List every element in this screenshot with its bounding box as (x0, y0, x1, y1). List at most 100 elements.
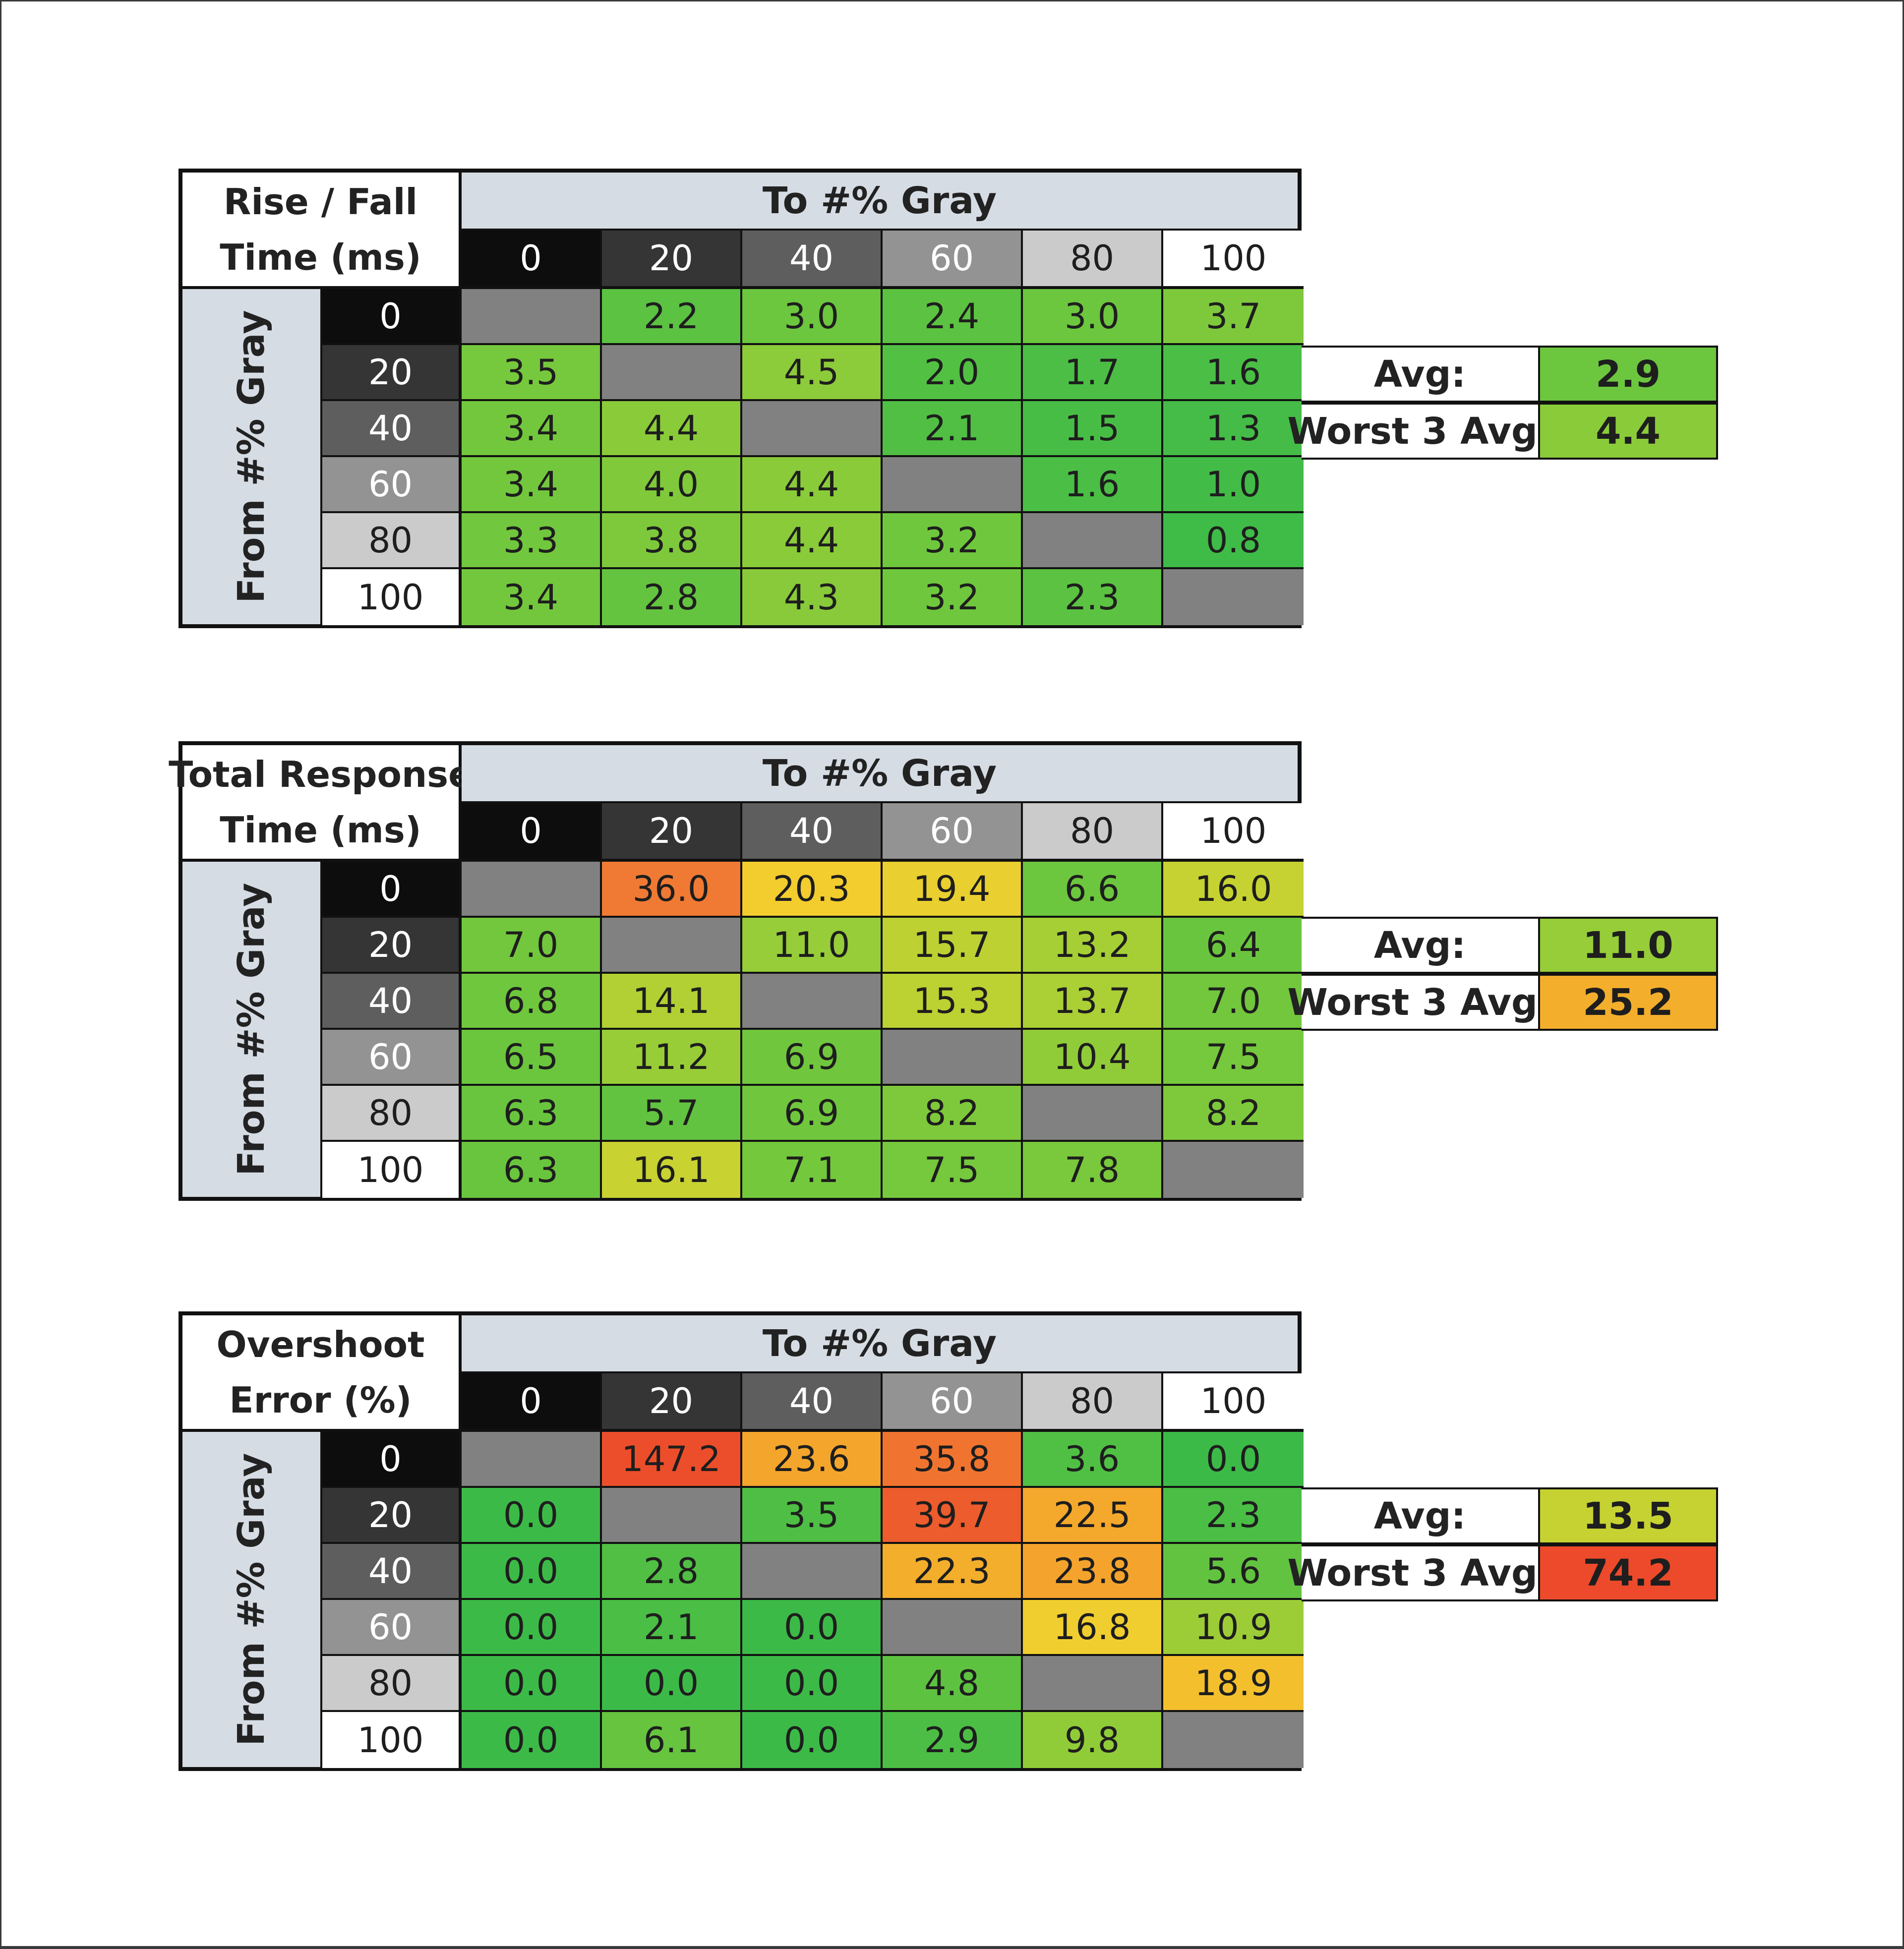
heatmap-cell: 0.0 (742, 1656, 883, 1712)
heatmap-cell: 22.3 (883, 1544, 1023, 1600)
heatmap-cell: 15.7 (883, 918, 1023, 974)
heatmap-cell: 2.2 (602, 289, 742, 345)
heatmap-cell: 0.0 (742, 1600, 883, 1656)
to-level-header: 80 (1023, 803, 1163, 862)
from-level-header: 60 (322, 1030, 462, 1086)
from-level-header: 60 (322, 1600, 462, 1656)
avg-label: Avg: (1302, 346, 1538, 403)
heatmap-cell: 3.4 (462, 457, 602, 513)
heatmap-cell: 0.0 (462, 1600, 602, 1656)
heatmap-cell: 20.3 (742, 862, 883, 918)
diagonal-cell (742, 401, 883, 457)
table-title-line-1: Rise / Fall (223, 180, 418, 223)
to-level-header: 20 (602, 1373, 742, 1432)
heatmap-cell: 6.5 (462, 1030, 602, 1086)
from-level-header: 60 (322, 457, 462, 513)
heatmap-cell: 35.8 (883, 1432, 1023, 1488)
from-level-header: 80 (322, 1086, 462, 1142)
to-level-header: 20 (602, 231, 742, 289)
heatmap-cell: 3.2 (883, 569, 1023, 625)
heatmap-cell: 18.9 (1163, 1656, 1304, 1712)
heatmap-cell: 7.8 (1023, 1142, 1163, 1198)
total-response-table: Total Response Time (ms) To #% Gray From… (169, 741, 1304, 1201)
diagonal-cell (462, 1432, 602, 1488)
heatmap-cell: 0.0 (462, 1544, 602, 1600)
from-level-header: 100 (322, 1142, 462, 1198)
heatmap-cell: 2.0 (883, 345, 1023, 401)
worst3-label: Worst 3 Avg: (1287, 403, 1552, 460)
heatmap-cell: 3.2 (883, 513, 1023, 569)
from-gray-label: From #% Gray (230, 883, 273, 1176)
diagonal-cell (742, 1544, 883, 1600)
worst3-value: 25.2 (1538, 974, 1718, 1031)
overshoot-table: Overshoot Error (%) To #% Gray From #% G… (178, 1311, 1304, 1771)
heatmap-cell: 0.8 (1163, 513, 1304, 569)
to-level-header: 80 (1023, 231, 1163, 289)
to-level-header: 100 (1163, 231, 1304, 289)
heatmap-cell: 1.6 (1163, 345, 1304, 401)
from-gray-header: From #% Gray (182, 1432, 322, 1767)
to-level-header: 40 (742, 803, 883, 862)
avg-row: Avg: 11.0 (1302, 917, 1718, 974)
heatmap-cell: 1.3 (1163, 401, 1304, 457)
table-title-line-1: Overshoot (216, 1323, 425, 1365)
heatmap-cell: 6.4 (1163, 918, 1304, 974)
heatmap-cell: 7.1 (742, 1142, 883, 1198)
heatmap-cell: 2.8 (602, 1544, 742, 1600)
avg-value: 2.9 (1538, 346, 1718, 403)
from-level-header: 40 (322, 1544, 462, 1600)
heatmap-cell: 36.0 (602, 862, 742, 918)
from-level-header: 0 (322, 1432, 462, 1488)
heatmap-cell: 3.0 (1023, 289, 1163, 345)
diagonal-cell (1163, 569, 1304, 625)
heatmap-cell: 2.4 (883, 289, 1023, 345)
total-response-summary: Avg: 11.0 Worst 3 Avg: 25.2 (1287, 917, 1718, 1031)
table-title-line-1: Total Response (169, 753, 473, 795)
heatmap-cell: 2.3 (1023, 569, 1163, 625)
heatmap-cell: 6.3 (462, 1142, 602, 1198)
diagonal-cell (883, 1030, 1023, 1086)
heatmap-cell: 10.9 (1163, 1600, 1304, 1656)
heatmap-cell: 147.2 (602, 1432, 742, 1488)
heatmap-cell: 14.1 (602, 974, 742, 1030)
table-title-line-2: Time (ms) (220, 809, 421, 851)
diagonal-cell (1023, 513, 1163, 569)
heatmap-cell: 3.5 (742, 1488, 883, 1544)
heatmap-cell: 10.4 (1023, 1030, 1163, 1086)
heatmap-cell: 3.4 (462, 401, 602, 457)
heatmap-cell: 4.8 (883, 1656, 1023, 1712)
from-level-header: 100 (322, 569, 462, 625)
heatmap-cell: 1.5 (1023, 401, 1163, 457)
from-gray-header: From #% Gray (182, 862, 322, 1197)
diagonal-cell (1163, 1142, 1304, 1198)
avg-label: Avg: (1302, 917, 1538, 974)
worst3-value: 4.4 (1538, 403, 1718, 460)
heatmap-cell: 16.0 (1163, 862, 1304, 918)
heatmap-cell: 15.3 (883, 974, 1023, 1030)
to-level-header: 60 (883, 803, 1023, 862)
diagonal-cell (742, 974, 883, 1030)
heatmap-cell: 2.1 (602, 1600, 742, 1656)
avg-row: Avg: 13.5 (1302, 1487, 1718, 1544)
heatmap-cell: 4.4 (742, 513, 883, 569)
heatmap-cell: 13.2 (1023, 918, 1163, 974)
table-title-line-2: Error (%) (229, 1379, 412, 1421)
heatmap-cell: 6.1 (602, 1712, 742, 1768)
heatmap-cell: 4.4 (602, 401, 742, 457)
worst3-row: Worst 3 Avg: 74.2 (1287, 1544, 1718, 1601)
heatmap-cell: 39.7 (883, 1488, 1023, 1544)
to-level-header: 60 (883, 231, 1023, 289)
heatmap-cell: 2.3 (1163, 1488, 1304, 1544)
diagonal-cell (462, 289, 602, 345)
diagonal-cell (883, 457, 1023, 513)
to-level-header: 0 (462, 1373, 602, 1432)
heatmap-cell: 6.9 (742, 1030, 883, 1086)
heatmap-cell: 16.8 (1023, 1600, 1163, 1656)
heatmap-cell: 9.8 (1023, 1712, 1163, 1768)
rise-fall-table: Rise / Fall Time (ms) To #% Gray From #%… (178, 169, 1304, 628)
heatmap-cell: 6.3 (462, 1086, 602, 1142)
worst3-row: Worst 3 Avg: 4.4 (1287, 403, 1718, 460)
worst3-label: Worst 3 Avg: (1287, 974, 1552, 1031)
heatmap-cell: 8.2 (883, 1086, 1023, 1142)
from-level-header: 80 (322, 1656, 462, 1712)
